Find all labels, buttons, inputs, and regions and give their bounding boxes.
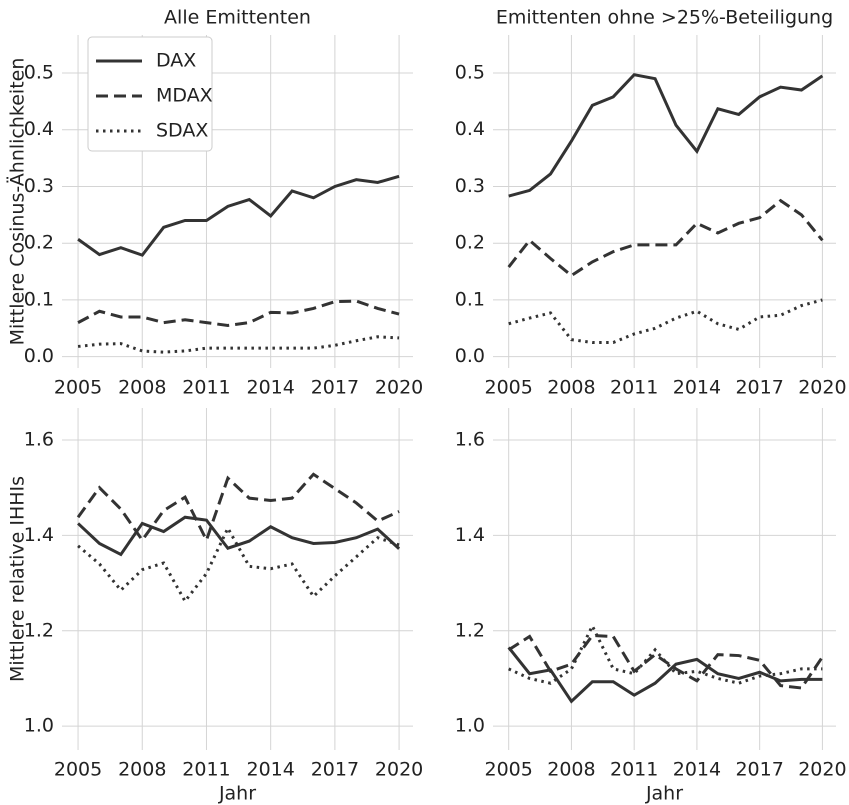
y-tick-label: 0.1 xyxy=(455,288,485,310)
y-tick-label: 0.5 xyxy=(24,62,54,84)
y-tick-label: 0.1 xyxy=(24,288,54,310)
data-line xyxy=(507,646,823,704)
subplot: 2005 2008 2011 2014 2017 2020 1.0 1.2 1.4 1.6 Jahr xyxy=(455,408,847,805)
x-tick-label: 2017 xyxy=(311,377,359,399)
data-line xyxy=(508,298,823,344)
data-line xyxy=(77,299,400,327)
x-tick-label: 2014 xyxy=(673,759,721,781)
x-tick-label: 2014 xyxy=(673,377,721,399)
y-tick-label: 0.0 xyxy=(455,345,485,367)
y-tick-label: 1.2 xyxy=(24,619,54,641)
x-tick-label: 2020 xyxy=(375,759,423,781)
x-tick-label: 2017 xyxy=(311,759,359,781)
y-tick-label: 0.2 xyxy=(455,232,485,254)
subplot: 2005 2008 2011 2014 2017 2020 1.0 1.2 1.4 1.6 Mitt… xyxy=(7,408,423,805)
x-tick-label: 2011 xyxy=(182,759,230,781)
legend-label: DAX xyxy=(156,50,196,72)
y-tick-label: 1.6 xyxy=(455,428,485,450)
x-axis-label: Jahr xyxy=(218,783,256,805)
x-tick-label: 2008 xyxy=(547,377,595,399)
legend-label: SDAX xyxy=(156,120,208,142)
data-line xyxy=(507,198,824,278)
y-tick-label: 1.0 xyxy=(24,715,54,737)
y-tick-label: 0.5 xyxy=(455,62,485,84)
x-tick-label: 2008 xyxy=(547,759,595,781)
data-line xyxy=(508,73,824,198)
data-line xyxy=(77,174,400,257)
x-tick-label: 2020 xyxy=(798,759,846,781)
x-tick-label: 2017 xyxy=(735,759,783,781)
y-tick-label: 1.4 xyxy=(24,524,54,546)
y-tick-label: 0.4 xyxy=(24,118,54,140)
x-tick-label: 2005 xyxy=(485,759,533,781)
x-tick-label: 2005 xyxy=(485,377,533,399)
x-tick-label: 2008 xyxy=(118,377,166,399)
legend-label: MDAX xyxy=(156,85,213,107)
legend: DAX MDAX SDAX xyxy=(87,36,213,152)
y-tick-label: 0.2 xyxy=(24,232,54,254)
subplot: 2005 2008 2011 2014 2017 2020 0.0 0.1 0.2 0.3 0.4 0… xyxy=(455,7,847,399)
y-axis-label: Mittlere relative IHHIs xyxy=(7,476,29,682)
y-tick-label: 0.3 xyxy=(455,175,485,197)
x-axis-label: Jahr xyxy=(645,783,683,805)
y-tick-label: 1.4 xyxy=(455,524,485,546)
y-tick-label: 1.6 xyxy=(24,428,54,450)
data-line xyxy=(508,622,823,685)
y-axis-label: Mittlere Cosinus-Ähnlichkeiten xyxy=(6,58,29,346)
y-tick-label: 1.2 xyxy=(455,619,485,641)
x-tick-label: 2011 xyxy=(610,377,658,399)
subplot: 2005 2008 2011 2014 2017 2020 0.0 0.1 0.2 0.3 0.4 0… xyxy=(6,7,424,399)
subplot-title: Emittenten ohne >25%-Beteiligung xyxy=(496,7,833,29)
x-tick-label: 2017 xyxy=(735,377,783,399)
x-tick-label: 2011 xyxy=(610,759,658,781)
y-tick-label: 0.4 xyxy=(455,118,485,140)
x-tick-label: 2020 xyxy=(375,377,423,399)
x-tick-label: 2005 xyxy=(54,377,102,399)
y-tick-label: 0.3 xyxy=(24,175,54,197)
data-line xyxy=(507,633,824,690)
data-line xyxy=(77,335,400,354)
x-tick-label: 2005 xyxy=(54,759,102,781)
x-tick-label: 2008 xyxy=(118,759,166,781)
x-tick-label: 2014 xyxy=(246,759,294,781)
subplot-title: Alle Emittenten xyxy=(164,7,311,29)
x-tick-label: 2014 xyxy=(246,377,294,399)
y-tick-label: 0.0 xyxy=(24,345,54,367)
data-line xyxy=(76,472,400,544)
x-tick-label: 2020 xyxy=(798,377,846,399)
y-tick-label: 1.0 xyxy=(455,715,485,737)
data-line xyxy=(77,515,401,557)
legend-box xyxy=(87,36,213,152)
x-tick-label: 2011 xyxy=(182,377,230,399)
